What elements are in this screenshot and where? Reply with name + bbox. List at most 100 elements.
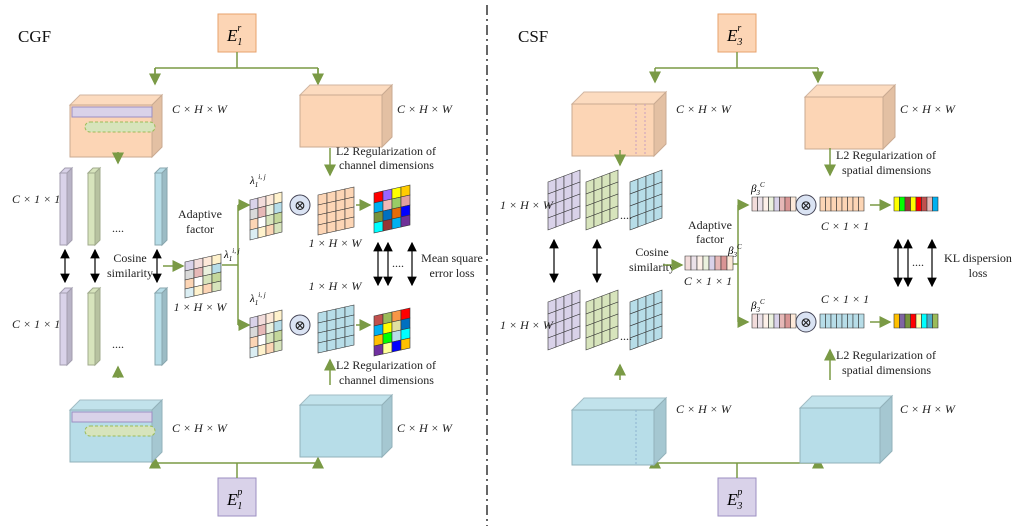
svg-text:⊗: ⊗ (800, 199, 812, 214)
grid-cell (571, 205, 581, 222)
feature-slice (153, 286, 169, 367)
grid-cell (825, 313, 832, 329)
beta-label: β3C β3C β3C (727, 181, 765, 314)
lambda-label: λ1i, j λ1i, j λ1i, j (223, 173, 266, 307)
grid-cell (211, 280, 222, 293)
grid-cell (751, 313, 758, 329)
multiply-icon: ⊗ (795, 194, 817, 216)
l2-label: L2 Regularization of (836, 148, 936, 162)
loss-label: error loss (430, 266, 475, 280)
grid-cell (757, 196, 764, 212)
spatial-map (629, 169, 663, 231)
grid-cell (257, 225, 267, 239)
cosine-label: Cosine (113, 251, 146, 265)
grid-cell (249, 227, 259, 241)
grid-cell (784, 196, 791, 212)
grid-cell (932, 196, 939, 212)
ellipsis: .... (112, 337, 124, 351)
grid-cell (265, 341, 275, 355)
svg-text:λ1i, j: λ1i, j (249, 291, 266, 307)
grid-cell (836, 196, 843, 212)
grid-cell (317, 340, 328, 354)
grid-cell (926, 313, 933, 329)
grid-cell (702, 255, 710, 271)
grid-cell (847, 196, 854, 212)
feature-dim-label: C × H × W (900, 102, 956, 116)
grid-cell (391, 339, 402, 353)
multiply-icon: ⊗ (289, 194, 311, 216)
svg-text:E1r: E1 r (226, 23, 242, 48)
grid-cell (762, 313, 769, 329)
grid-cell (899, 313, 906, 329)
feature-dim-label: C × H × W (900, 402, 956, 416)
spatial-map (629, 289, 663, 351)
l2-label: spatial dimensions (842, 163, 931, 177)
e-sup: p (736, 487, 742, 498)
grid-cell (637, 211, 647, 228)
csf-panel: CSF E3r E3p C × H × W C × H × W C × H × … (500, 13, 1012, 517)
grid-cell (921, 313, 928, 329)
grid-cell (645, 208, 655, 225)
grid-cell (779, 196, 786, 212)
grid-cell (382, 218, 393, 232)
feature-slice (86, 166, 102, 247)
grid-cell (344, 216, 355, 230)
slice-dim-label: 1 × H × W (500, 198, 554, 212)
svg-text:⊗: ⊗ (800, 316, 812, 331)
fused-depth-map (373, 307, 411, 357)
feature-cube-rgb (68, 93, 164, 159)
grid-cell (273, 339, 283, 353)
grid-cell (326, 338, 337, 352)
grid-cell (609, 205, 619, 222)
e-sub: 3 (736, 37, 742, 48)
grid-cell (790, 196, 797, 212)
grid-cell (555, 211, 565, 228)
grid-cell (904, 196, 911, 212)
spatial-map (585, 289, 619, 351)
adaptive-dim-label: 1 × H × W (174, 300, 228, 314)
svg-text:λ1i, j: λ1i, j (223, 247, 240, 263)
lambda-map (249, 309, 283, 359)
input-e3r: E3 r (717, 13, 757, 53)
vec-dim-label: C × 1 × 1 (821, 292, 869, 306)
svg-text:β3C: β3C (727, 243, 742, 259)
feature-slice (58, 166, 74, 247)
grid-cell (637, 331, 647, 348)
e-base: E (226, 26, 238, 45)
grid-cell (326, 220, 337, 234)
grid-cell (893, 196, 900, 212)
grid-cell (257, 343, 267, 357)
loss-label: KL dispersion (944, 251, 1012, 265)
spatial-map (547, 289, 581, 351)
grid-cell (830, 196, 837, 212)
slice-dim-label: C × 1 × 1 (12, 317, 60, 331)
grid-cell (847, 313, 854, 329)
grid-cell (563, 208, 573, 225)
feature-cube-depth (570, 396, 668, 467)
e-base: E (726, 26, 738, 45)
adaptive-factor-label: Adaptive (178, 207, 222, 221)
map-dim-label: 1 × H × W (309, 236, 363, 250)
cgf-title: CGF (18, 27, 51, 46)
adaptive-factor-vector (684, 255, 734, 271)
feature-dim-label: C × H × W (676, 102, 732, 116)
e-sub: 1 (237, 501, 242, 512)
vec-dim-label: C × 1 × 1 (821, 219, 869, 233)
l2-label: channel dimensions (339, 158, 434, 172)
grid-cell (841, 196, 848, 212)
grid-cell (400, 214, 411, 228)
loss-arrows (373, 241, 417, 287)
adaptive-factor-map (184, 253, 222, 299)
grid-cell (926, 196, 933, 212)
grid-cell (382, 341, 393, 355)
grid-cell (784, 313, 791, 329)
grid-cell (684, 255, 692, 271)
grid-cell (273, 221, 283, 235)
feature-cube-depth (298, 393, 394, 459)
grid-cell (921, 196, 928, 212)
grid-cell (858, 196, 865, 212)
fused-rgb-vector (893, 196, 939, 212)
ellipsis: .... (392, 256, 404, 270)
feature-dim-label: C × H × W (397, 102, 453, 116)
